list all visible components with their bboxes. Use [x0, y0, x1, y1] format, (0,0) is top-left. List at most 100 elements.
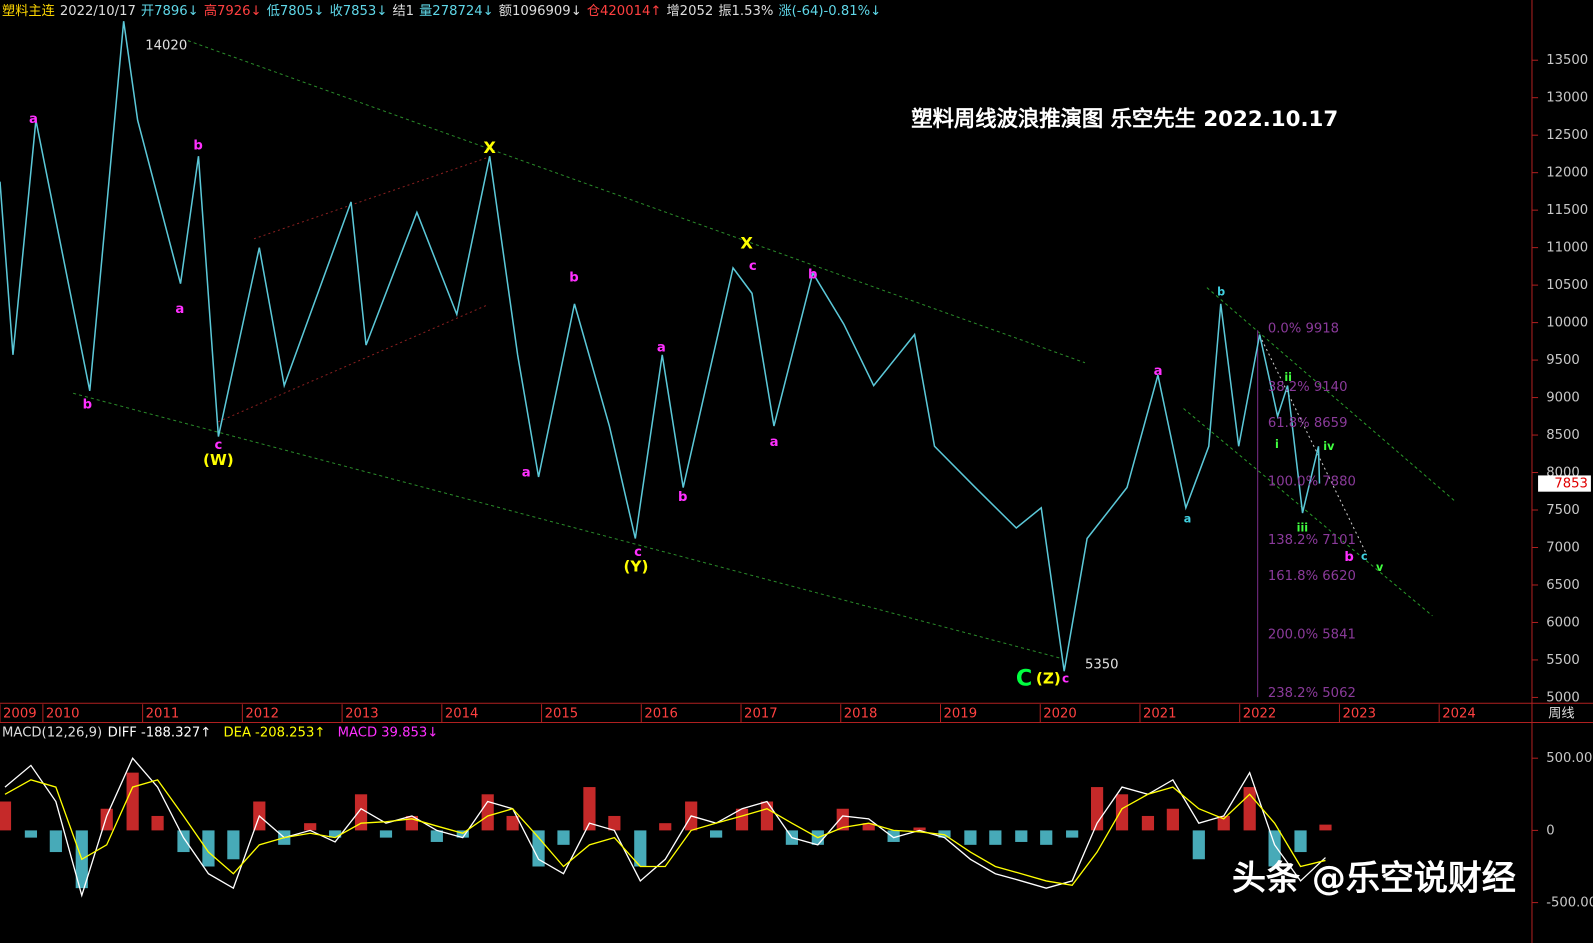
macd-bar — [1141, 815, 1155, 831]
macd-bar — [836, 808, 849, 831]
macd-bar — [1166, 808, 1179, 831]
macd-bar — [1066, 830, 1079, 838]
macd-bar — [329, 830, 342, 838]
y-tick-label: 5000 — [1546, 690, 1580, 705]
macd-bar — [557, 830, 570, 845]
x-tick-label: 2022 — [1243, 706, 1277, 721]
peak-label: 14020 — [145, 39, 187, 54]
wave-label: b — [569, 270, 578, 285]
macd-bar — [100, 808, 113, 831]
wave-label: i — [1275, 438, 1279, 451]
wave-label: v — [1376, 561, 1384, 574]
macd-bar — [202, 830, 215, 867]
y-tick-label: 10500 — [1546, 278, 1588, 293]
wave-label: c — [1062, 671, 1069, 685]
macd-bar — [608, 815, 621, 831]
macd-bar — [126, 772, 139, 831]
x-tick-label: 2010 — [46, 706, 80, 721]
channel-line — [253, 157, 488, 240]
x-tick-label: 2021 — [1143, 706, 1177, 721]
macd-bar — [964, 830, 977, 845]
macd-bar — [989, 830, 1002, 845]
wave-label: b — [678, 490, 687, 505]
legend: DIFF -188.327↑ DEA -208.253↑ MACD 39.853↓ — [108, 726, 439, 741]
x-tick-label: 2009 — [3, 706, 37, 721]
macd-bar — [354, 794, 368, 831]
y-tick-label: 12000 — [1546, 166, 1588, 181]
fib-label: 100.0% 7880 — [1268, 475, 1356, 490]
header-field: 结1 — [392, 3, 414, 19]
y-tick-label: 6500 — [1546, 578, 1580, 593]
watermark: 头条 @乐空说财经 — [1232, 859, 1516, 899]
price-line — [0, 21, 1321, 672]
y-tick-label: 12500 — [1546, 128, 1588, 143]
indicator-line — [4, 756, 1326, 898]
macd-bar — [49, 830, 62, 853]
y-tick-label: 13000 — [1546, 91, 1588, 106]
wave-label: iii — [1297, 521, 1308, 534]
macd-bar — [709, 830, 723, 838]
header-field: 额1096909↓ — [499, 3, 582, 19]
macd-bar — [659, 823, 672, 831]
y-tick-label: -500.00 — [1546, 896, 1593, 911]
wave-label: ii — [1284, 371, 1292, 384]
macd-bar — [1192, 830, 1205, 860]
indicator-line — [4, 779, 1326, 886]
macd-bar — [1294, 830, 1307, 853]
legend-value: -208.253↑ — [255, 726, 325, 741]
y-tick-label: 9000 — [1546, 391, 1580, 406]
x-tick-label: 2019 — [944, 706, 978, 721]
wave-label: X — [483, 138, 496, 157]
y-tick-label: 9500 — [1546, 353, 1580, 368]
header-field: 振1.53% — [718, 3, 773, 19]
wave-label: (W) — [203, 451, 234, 469]
macd-bar — [532, 830, 545, 867]
y-tick-label: 13500 — [1546, 53, 1588, 68]
macd-bar — [24, 830, 38, 838]
wave-label: X — [740, 233, 753, 252]
wave-label: a — [770, 435, 779, 450]
wave-label: a — [175, 302, 184, 317]
x-tick-label: 2016 — [644, 706, 678, 721]
x-tick-label: 2020 — [1043, 706, 1077, 721]
fib-label: 138.2% 7101 — [1268, 533, 1356, 548]
wave-label: C — [1016, 665, 1032, 691]
wave-label: b — [83, 397, 92, 412]
macd-bar — [151, 815, 164, 831]
fib-label: 61.8% 8659 — [1268, 416, 1348, 431]
x-tick-label: 2014 — [445, 706, 479, 721]
macd-bar — [1268, 830, 1281, 867]
wave-label: a — [29, 112, 38, 127]
wave-label: c — [634, 545, 642, 560]
macd-bar — [304, 823, 317, 831]
y-tick-label: 500.00 — [1546, 751, 1592, 766]
y-tick-label: 0 — [1546, 823, 1554, 838]
macd-bar — [760, 801, 774, 831]
macd-bar — [913, 827, 926, 831]
wave-label: (Z) — [1036, 669, 1061, 687]
peak-label: 5350 — [1085, 658, 1119, 673]
x-tick-label: 2023 — [1342, 706, 1376, 721]
macd-bar — [379, 830, 393, 838]
wave-label: iv — [1323, 440, 1335, 453]
y-tick-label: 8500 — [1546, 428, 1580, 443]
macd-bar — [0, 801, 12, 831]
fib-label: 200.0% 5841 — [1268, 627, 1356, 642]
macd-bar — [1115, 794, 1129, 831]
macd-bar — [1217, 815, 1230, 831]
macd-bar — [1015, 830, 1028, 842]
header: 塑料主连 2022/10/17 开7896↓ 高7926↓ 低7805↓ 收7853↓ 结1… — [2, 2, 881, 19]
wave-label: a — [1184, 512, 1192, 525]
wave-label: b — [1217, 286, 1225, 299]
x-tick-label: 2018 — [844, 706, 878, 721]
macd-bar — [862, 823, 875, 831]
fib-label: 238.2% 5062 — [1268, 686, 1356, 701]
macd-bar — [887, 830, 900, 842]
y-tick-label: 11500 — [1546, 203, 1588, 218]
y-tick-label: 7000 — [1546, 540, 1580, 555]
chart-title: 塑料周线波浪推演图 乐空先生 2022.10.17 — [911, 106, 1338, 132]
last-price-tag — [1538, 475, 1591, 492]
